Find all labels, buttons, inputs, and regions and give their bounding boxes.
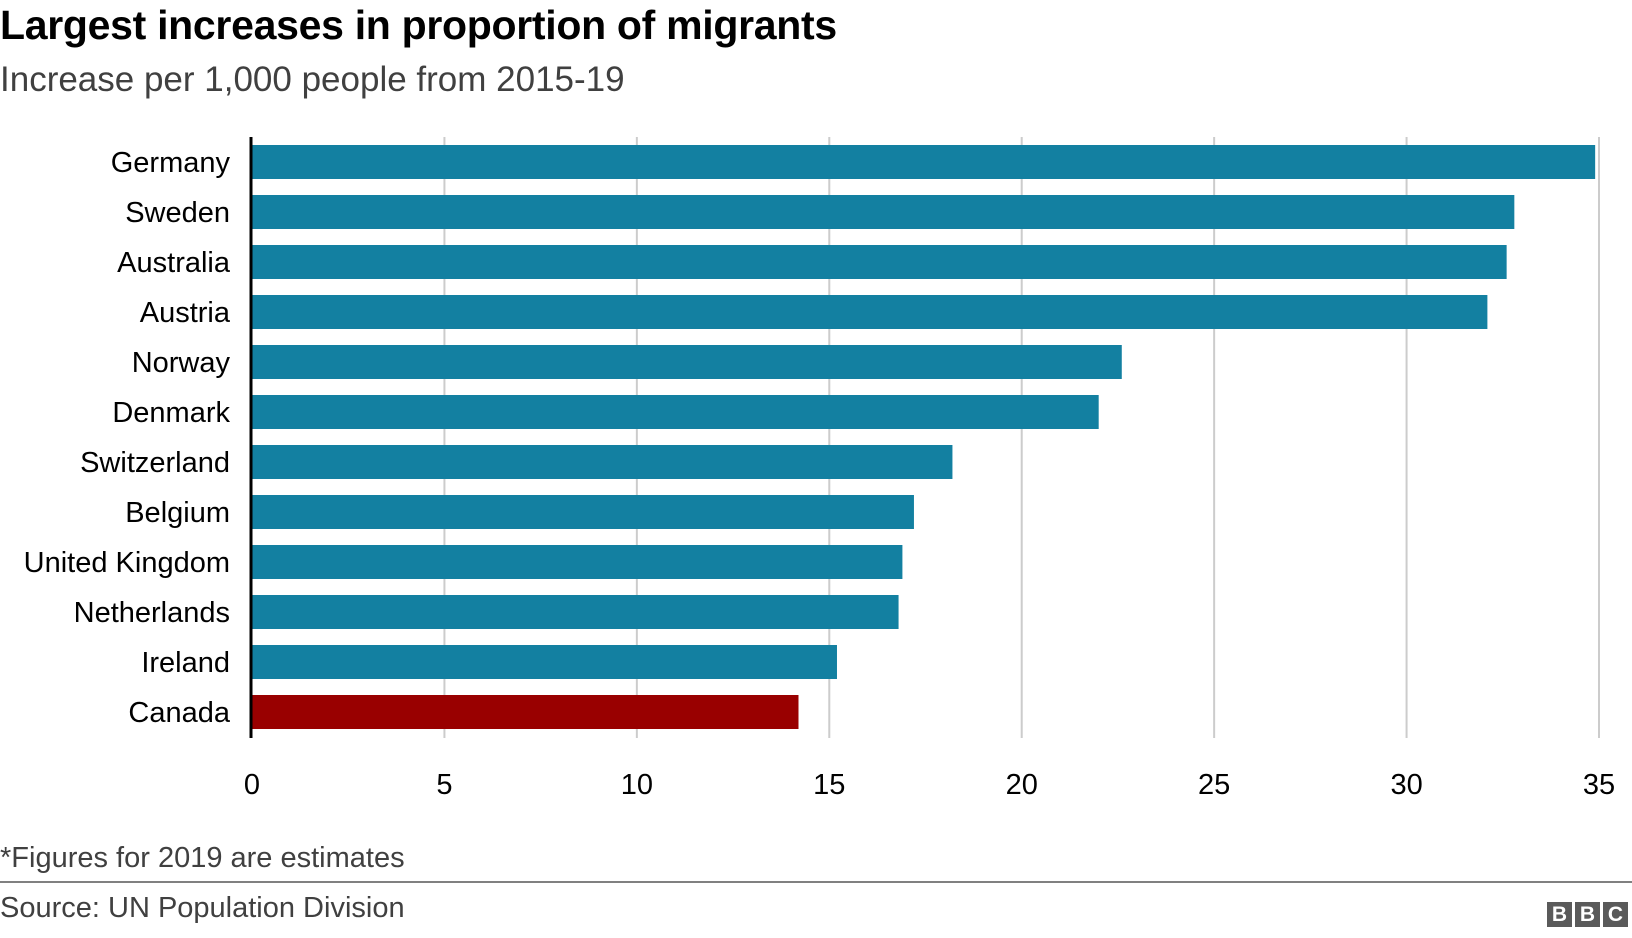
x-tick-labels: 0 5 10 15 20 25 30 35 — [244, 769, 1615, 801]
x-tick-label: 20 — [1006, 769, 1038, 801]
bar-ireland — [252, 645, 837, 679]
category-labels: Germany Sweden Australia Austria Norway Denma… — [24, 147, 231, 729]
bar-austria — [252, 295, 1488, 329]
category-label: Germany — [111, 147, 231, 179]
bar-norway — [252, 345, 1122, 379]
category-label: Norway — [132, 347, 231, 379]
x-tick-label: 15 — [813, 769, 845, 801]
source-note: Source: UN Population Division — [0, 892, 405, 924]
x-tick-label: 25 — [1198, 769, 1230, 801]
x-tick-label: 0 — [244, 769, 260, 801]
category-label: Netherlands — [74, 597, 230, 629]
bar-united-kingdom — [252, 545, 903, 579]
x-tick-label: 30 — [1390, 769, 1422, 801]
chart-subtitle: Increase per 1,000 people from 2015-19 — [0, 60, 625, 99]
category-label: Canada — [128, 697, 230, 729]
chart-title: Largest increases in proportion of migra… — [0, 2, 837, 48]
bar-sweden — [252, 195, 1515, 229]
category-label: Belgium — [125, 497, 230, 529]
category-label: Austria — [140, 297, 231, 329]
bar-canada — [252, 695, 799, 729]
bbc-logo-letter: C — [1603, 902, 1628, 927]
category-label: Sweden — [125, 197, 230, 229]
bbc-logo-letter: B — [1547, 902, 1572, 927]
x-tick-label: 5 — [436, 769, 452, 801]
category-label: Ireland — [141, 647, 230, 679]
category-label: Australia — [117, 247, 231, 279]
bars — [252, 145, 1596, 729]
bar-australia — [252, 245, 1507, 279]
bar-belgium — [252, 495, 914, 529]
bar-switzerland — [252, 445, 953, 479]
footer-divider — [0, 881, 1632, 883]
x-tick-label: 10 — [621, 769, 653, 801]
x-tick-label: 35 — [1583, 769, 1615, 801]
bar-germany — [252, 145, 1596, 179]
category-label: Switzerland — [80, 447, 230, 479]
category-label: United Kingdom — [24, 547, 230, 579]
bbc-logo: B B C — [1547, 902, 1628, 927]
footnote: *Figures for 2019 are estimates — [0, 842, 405, 874]
bar-chart: Germany Sweden Australia Austria Norway Denma… — [24, 137, 1615, 801]
category-label: Denmark — [112, 397, 230, 429]
bbc-logo-letter: B — [1575, 902, 1600, 927]
gridlines — [443, 137, 1600, 738]
bar-denmark — [252, 395, 1099, 429]
bar-netherlands — [252, 595, 899, 629]
